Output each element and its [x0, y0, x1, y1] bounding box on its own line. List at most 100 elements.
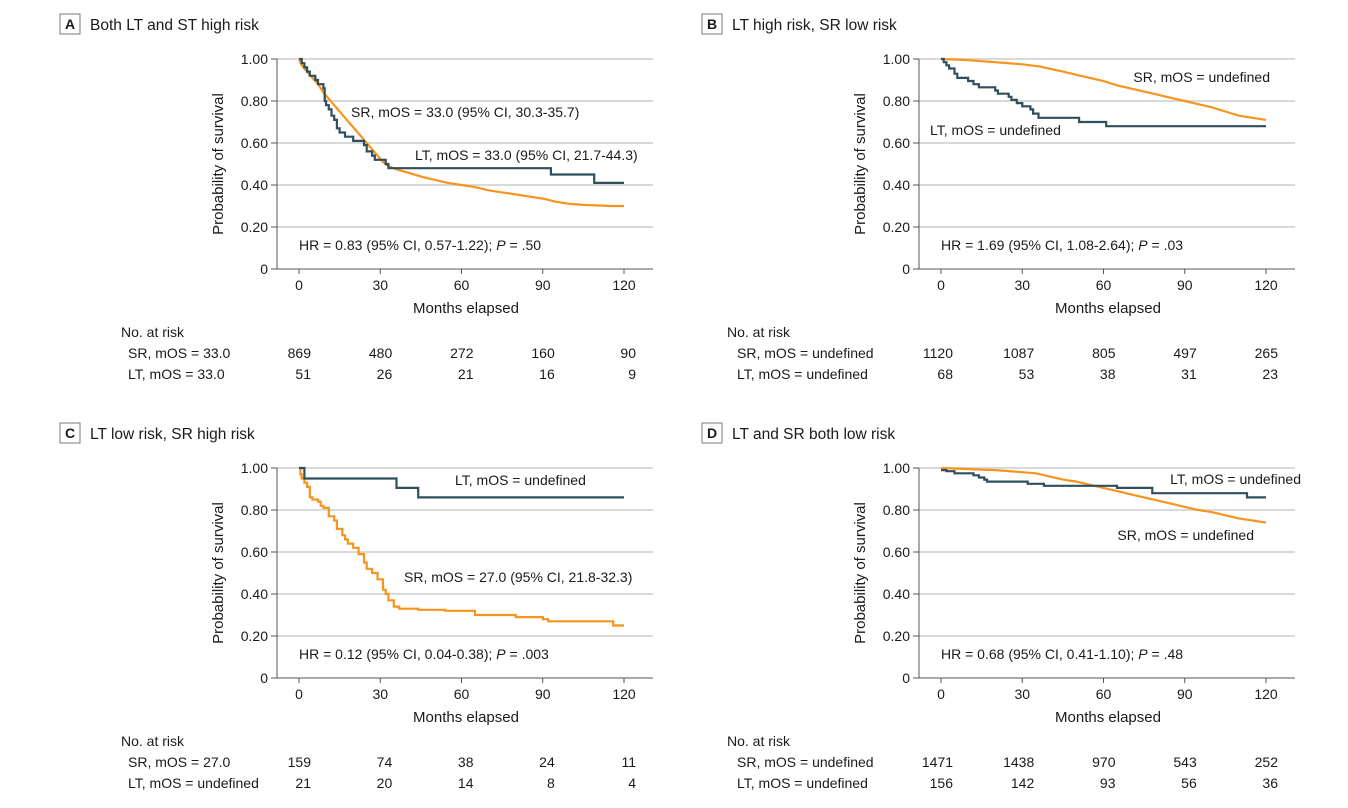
y-tick-label: 1.00 [241, 51, 268, 67]
risk-value: 869 [288, 345, 312, 361]
series-annotation: SR, mOS = 33.0 (95% CI, 30.3-35.7) [351, 104, 579, 120]
km-panel-c: C LT low risk, SR high risk 0 0.20 0.40 0.60 0… [59, 422, 653, 791]
panel-letter: C [65, 425, 75, 441]
risk-value: 4 [628, 775, 636, 791]
y-tick-label: 0.80 [241, 93, 268, 109]
risk-value: 8 [547, 775, 555, 791]
risk-value: 21 [295, 775, 311, 791]
panel-letter-box [701, 422, 723, 444]
risk-value: 21 [458, 366, 474, 382]
km-curve-lt [299, 466, 624, 499]
risk-value: 9 [628, 366, 636, 382]
y-tick-label: 0.20 [241, 628, 268, 644]
y-tick-label: 0 [902, 670, 910, 686]
x-tick-label: 30 [372, 686, 388, 702]
km-panel-a: A Both LT and ST high risk 0 0.20 0.40 0.60 0.… [59, 13, 653, 382]
risk-table: No. at risk SR, mOS = 33.0 869 480 272 160 90 L… [121, 324, 636, 382]
x-tick-label: 120 [1254, 686, 1278, 702]
y-tick-label: 0.80 [883, 502, 910, 518]
risk-value: 16 [539, 366, 555, 382]
risk-value: 1438 [1003, 754, 1034, 770]
y-tick-label: 0.80 [883, 93, 910, 109]
y-tick-label: 0.60 [883, 135, 910, 151]
x-tick-label: 120 [612, 277, 636, 293]
panel-title: Both LT and ST high risk [90, 17, 259, 34]
x-tick-label: 0 [937, 686, 945, 702]
risk-value: 252 [1255, 754, 1279, 770]
x-tick-label: 60 [454, 277, 470, 293]
x-tick-label: 90 [1177, 686, 1193, 702]
x-tick-label: 60 [1096, 686, 1112, 702]
panel-letter: B [707, 16, 717, 32]
km-curve-sr [940, 57, 1267, 121]
risk-value: 14 [458, 775, 474, 791]
risk-value: 805 [1092, 345, 1116, 361]
x-tick-label: 90 [1177, 277, 1193, 293]
y-tick-label: 1.00 [883, 460, 910, 476]
series-annotation: LT, mOS = 33.0 (95% CI, 21.7-44.3) [415, 147, 638, 163]
risk-value: 480 [369, 345, 393, 361]
risk-value: 38 [458, 754, 474, 770]
y-axis-title: Probability of survival [852, 502, 869, 644]
risk-value: 160 [531, 345, 555, 361]
risk-value: 53 [1019, 366, 1035, 382]
panel-letter-box [701, 13, 723, 35]
y-tick-label: 0 [902, 261, 910, 277]
km-panel-b: B LT high risk, SR low risk 0 0.20 0.40 0.60 0… [701, 13, 1295, 382]
km-curve-sr [940, 466, 1267, 524]
x-axis-title: Months elapsed [1055, 300, 1161, 317]
risk-row-label: LT, mOS = undefined [737, 775, 868, 791]
km-curve-lt [941, 469, 1266, 499]
y-tick-label: 0.40 [883, 586, 910, 602]
y-tick-label: 1.00 [241, 460, 268, 476]
series-annotation: LT, mOS = undefined [930, 122, 1061, 138]
risk-value: 142 [1011, 775, 1035, 791]
y-tick-label: 0.60 [241, 544, 268, 560]
risk-value: 68 [937, 366, 953, 382]
panel-letter: A [65, 16, 75, 32]
x-tick-label: 90 [535, 686, 551, 702]
risk-table: No. at risk SR, mOS = undefined 1471 1438 97… [727, 733, 1278, 791]
risk-row-label: SR, mOS = undefined [737, 754, 874, 770]
panel-letter: D [707, 425, 717, 441]
km-panel-d: D LT and SR both low risk 0 0.20 0.40 0.60 0.8… [701, 422, 1301, 791]
x-tick-label: 60 [454, 686, 470, 702]
risk-value: 20 [377, 775, 393, 791]
risk-row-label: LT, mOS = undefined [737, 366, 868, 382]
risk-table-header: No. at risk [727, 324, 791, 340]
x-tick-label: 90 [535, 277, 551, 293]
risk-value: 1471 [922, 754, 953, 770]
y-tick-label: 0.20 [883, 628, 910, 644]
panel-letter-box [59, 422, 81, 444]
x-tick-label: 30 [1014, 686, 1030, 702]
y-tick-label: 0.40 [883, 177, 910, 193]
risk-value: 26 [377, 366, 393, 382]
x-tick-label: 0 [937, 277, 945, 293]
y-tick-label: 0.40 [241, 586, 268, 602]
risk-row-label: LT, mOS = 33.0 [128, 366, 225, 382]
risk-value: 156 [930, 775, 954, 791]
x-axis-title: Months elapsed [413, 709, 519, 726]
risk-table-header: No. at risk [121, 733, 185, 749]
risk-value: 31 [1181, 366, 1197, 382]
series-annotation: LT, mOS = undefined [1170, 471, 1301, 487]
km-curve-lt [299, 57, 624, 184]
y-tick-label: 0 [260, 261, 268, 277]
panel-title: LT and SR both low risk [732, 426, 895, 443]
y-tick-label: 0.40 [241, 177, 268, 193]
x-tick-label: 30 [1014, 277, 1030, 293]
hazard-ratio-text: HR = 0.83 (95% CI, 0.57-1.22); P = .50 [299, 237, 541, 253]
series-annotation: SR, mOS = 27.0 (95% CI, 21.8-32.3) [404, 569, 632, 585]
x-tick-label: 120 [1254, 277, 1278, 293]
risk-value: 36 [1262, 775, 1278, 791]
y-tick-label: 0.80 [241, 502, 268, 518]
series-annotation: LT, mOS = undefined [455, 472, 586, 488]
x-tick-label: 120 [612, 686, 636, 702]
y-axis-title: Probability of survival [210, 502, 227, 644]
risk-value: 56 [1181, 775, 1197, 791]
panel-title: LT high risk, SR low risk [732, 17, 897, 34]
hazard-ratio-text: HR = 0.68 (95% CI, 0.41-1.10); P = .48 [941, 646, 1183, 662]
km-curve-sr [297, 58, 624, 208]
risk-row-label: SR, mOS = 33.0 [128, 345, 231, 361]
